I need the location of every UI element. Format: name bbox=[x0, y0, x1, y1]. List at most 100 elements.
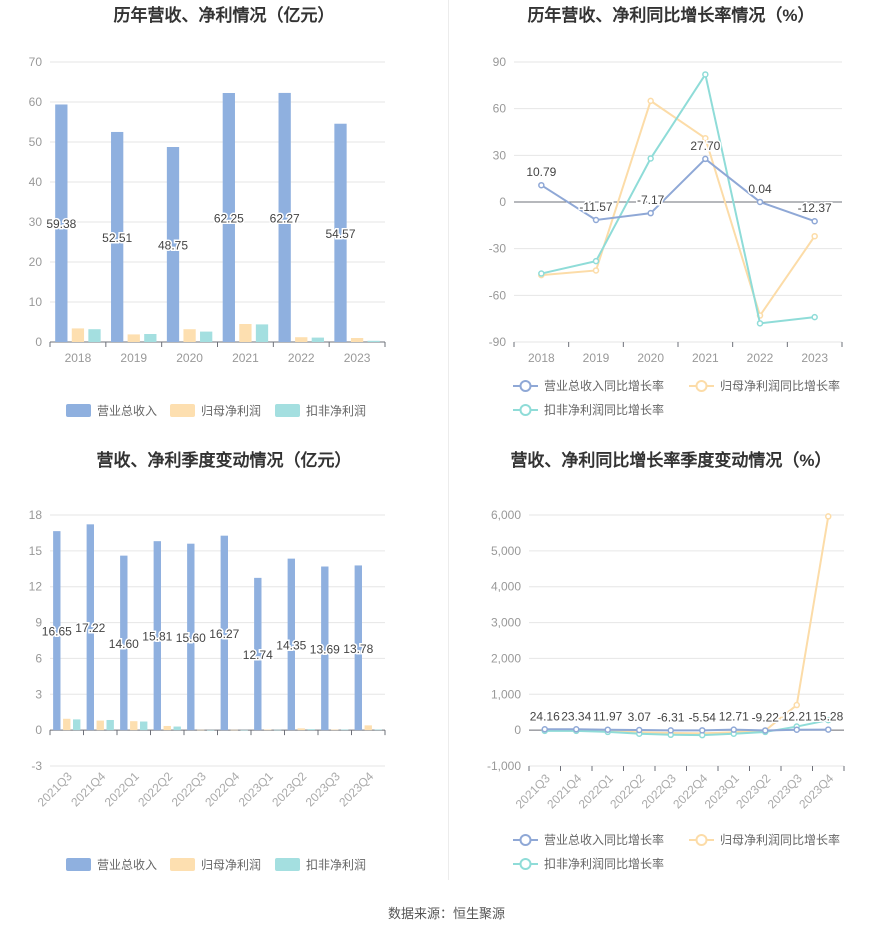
data-point bbox=[604, 726, 611, 733]
chart-title: 营收、净利季度变动情况（亿元） bbox=[97, 450, 352, 470]
y-tick-label: 10 bbox=[29, 295, 43, 309]
bar-deducted-profit bbox=[307, 729, 315, 731]
data-label: 12.71 bbox=[719, 710, 749, 724]
data-point bbox=[538, 270, 545, 277]
data-label: 14.35 bbox=[276, 638, 306, 652]
bar-net-profit bbox=[197, 729, 205, 731]
bar-revenue bbox=[111, 131, 124, 342]
series-line-revenue bbox=[544, 728, 829, 732]
legend-label: 扣非净利润同比增长率 bbox=[544, 402, 664, 417]
data-label: 16.65 bbox=[42, 625, 72, 639]
data-point bbox=[647, 97, 654, 105]
bar-deducted-profit bbox=[173, 726, 181, 731]
y-tick-label: 30 bbox=[29, 215, 43, 229]
bar-net-profit bbox=[364, 725, 372, 731]
x-tick-label: 2022Q4 bbox=[202, 769, 242, 809]
bar-revenue bbox=[278, 92, 291, 342]
legend-label: 归母净利润同比增长率 bbox=[720, 378, 840, 393]
data-label: -12.37 bbox=[798, 201, 832, 215]
data-point bbox=[730, 726, 737, 733]
x-tick-label: 2023Q4 bbox=[336, 769, 376, 809]
data-point bbox=[811, 232, 818, 240]
annual-revenue-profit-chart: 历年营收、净利情况（亿元） 0 10 20 30 40 50 60 70 59.38 52.51 48… bbox=[29, 5, 386, 418]
bar-deducted-profit bbox=[207, 729, 215, 731]
y-tick-label: 2,000 bbox=[491, 651, 521, 665]
bar-deducted-profit bbox=[240, 729, 248, 731]
bar-revenue bbox=[222, 93, 235, 342]
bar-net-profit bbox=[297, 728, 305, 731]
bar-net-profit bbox=[163, 725, 171, 731]
x-tick-label: 2023Q2 bbox=[269, 769, 309, 809]
bar-revenue bbox=[321, 566, 329, 731]
bar-revenue bbox=[53, 531, 61, 731]
y-tick-label: 50 bbox=[29, 135, 43, 149]
data-point bbox=[667, 727, 674, 734]
bar-deducted-profit bbox=[144, 334, 157, 342]
bar-net-profit bbox=[350, 338, 364, 342]
data-label: 15.28 bbox=[813, 710, 843, 724]
y-tick-label: -1,000 bbox=[487, 759, 521, 773]
data-point bbox=[647, 155, 654, 162]
bar-deducted-profit bbox=[106, 719, 114, 731]
bar-revenue bbox=[354, 565, 362, 731]
bar-net-profit bbox=[130, 721, 138, 731]
chart-title: 历年营收、净利同比增长率情况（%） bbox=[527, 5, 814, 25]
data-label: -7.17 bbox=[637, 193, 665, 207]
y-tick-label: 3,000 bbox=[491, 616, 521, 630]
quarterly-growth-rate-chart: 营收、净利同比增长率季度变动情况（%） -1,000 0 1,000 2,000 3,00… bbox=[487, 450, 845, 871]
data-source-note: 数据来源：恒生聚源 bbox=[387, 906, 505, 921]
data-label: 14.60 bbox=[109, 637, 139, 651]
x-tick-label: 2023Q3 bbox=[303, 769, 343, 809]
data-label: 0.04 bbox=[748, 182, 772, 196]
data-point bbox=[702, 71, 709, 78]
chart-title: 营收、净利同比增长率季度变动情况（%） bbox=[510, 450, 831, 470]
data-point bbox=[825, 513, 832, 520]
y-tick-label: 3 bbox=[35, 687, 42, 701]
legend-label: 营业总收入 bbox=[97, 858, 157, 872]
legend-label: 营业总收入 bbox=[97, 404, 157, 418]
x-tick-label: 2021Q3 bbox=[35, 769, 75, 809]
legend-label: 归母净利润 bbox=[201, 858, 261, 872]
bar-deducted-profit bbox=[311, 337, 324, 342]
legend-marker bbox=[695, 834, 708, 846]
data-label: 13.69 bbox=[310, 642, 340, 656]
bar-net-profit bbox=[127, 334, 140, 342]
legend-marker bbox=[695, 380, 708, 392]
y-tick-label: 60 bbox=[493, 102, 507, 116]
legend-marker bbox=[519, 404, 532, 416]
data-label: 62.27 bbox=[270, 211, 300, 225]
data-label: -6.31 bbox=[657, 710, 685, 724]
y-tick-label: -3 bbox=[31, 759, 42, 773]
bar-deducted-profit bbox=[367, 340, 380, 342]
y-tick-label: -30 bbox=[489, 242, 507, 256]
bar-revenue bbox=[334, 123, 347, 342]
data-label: 23.34 bbox=[561, 709, 591, 723]
series-line-revenue bbox=[540, 157, 815, 223]
y-tick-label: 0 bbox=[35, 723, 42, 737]
legend-marker bbox=[519, 834, 532, 846]
x-tick-label: 2023Q4 bbox=[796, 771, 836, 811]
legend-label: 扣非净利润同比增长率 bbox=[544, 856, 664, 871]
data-point bbox=[702, 134, 709, 142]
bar-revenue bbox=[86, 524, 94, 731]
legend-marker bbox=[519, 858, 532, 870]
data-point bbox=[573, 726, 580, 733]
data-point bbox=[825, 726, 832, 733]
bar-deducted-profit bbox=[374, 729, 382, 731]
y-tick-label: 60 bbox=[29, 95, 43, 109]
x-tick-label: 2022 bbox=[747, 351, 774, 365]
x-tick-label: 2020 bbox=[176, 351, 203, 365]
bar-net-profit bbox=[331, 729, 339, 731]
data-label: -11.57 bbox=[579, 200, 612, 214]
series-line-net-profit bbox=[544, 516, 830, 735]
data-point bbox=[811, 217, 818, 225]
bar-revenue bbox=[153, 541, 161, 731]
bar-net-profit bbox=[96, 720, 104, 731]
data-label: 16.27 bbox=[209, 627, 239, 641]
legend-swatch bbox=[170, 404, 195, 417]
data-point bbox=[636, 726, 643, 734]
legend-swatch bbox=[275, 404, 300, 417]
bar-net-profit bbox=[230, 729, 238, 731]
x-tick-label: 2019 bbox=[583, 351, 610, 365]
y-tick-label: 20 bbox=[29, 255, 43, 269]
